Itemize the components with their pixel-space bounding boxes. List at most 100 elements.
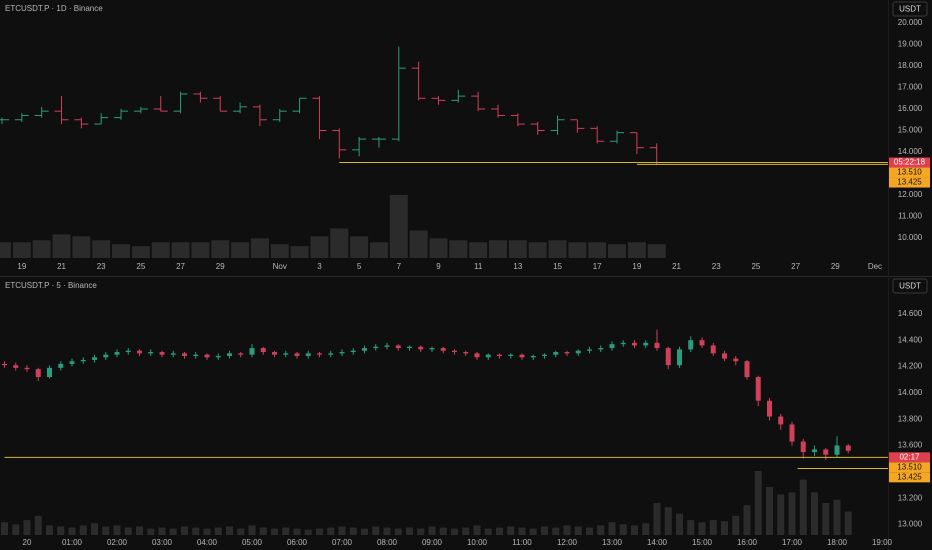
x-tick-label: 23 (712, 262, 721, 271)
candle-body (35, 369, 41, 378)
volume-bar (250, 238, 269, 258)
candle-body (249, 348, 255, 355)
candle-body (373, 346, 379, 349)
currency-label[interactable]: USDT (899, 282, 921, 291)
x-tick-label: 23 (97, 262, 106, 271)
x-tick-label: 13 (513, 262, 522, 271)
volume-bar (214, 527, 222, 535)
volume-bar (588, 242, 607, 258)
volume-bar (484, 528, 492, 535)
countdown-label: 02:17 (899, 452, 920, 461)
candle-body (395, 345, 401, 349)
volume-bar (417, 528, 425, 535)
price-tag (889, 177, 930, 188)
candle-body (47, 367, 52, 378)
volume-bar (449, 240, 468, 258)
candle-body (440, 348, 446, 351)
volume-bar (698, 522, 706, 535)
candle-body (643, 342, 649, 346)
candle-body (170, 353, 176, 355)
candle-body (812, 449, 817, 453)
x-tick-label: 20 (23, 538, 32, 547)
x-tick-label: 02:00 (107, 538, 128, 547)
volume-bar (406, 527, 413, 535)
volume-bar (428, 526, 436, 535)
volume-bar (799, 479, 807, 535)
candle-body (485, 354, 491, 358)
candle-body (474, 353, 480, 358)
volume-bar (327, 527, 335, 535)
volume-bar (548, 240, 567, 258)
volume-bar (664, 507, 672, 535)
volume-bar (147, 528, 155, 535)
x-tick-label: 16:00 (737, 538, 758, 547)
x-tick-label: 15:00 (692, 538, 713, 547)
volume-bar (811, 492, 818, 535)
candle-body (452, 350, 457, 353)
x-tick-label: 17:00 (782, 538, 803, 547)
candle-body (519, 354, 525, 358)
candle-body (159, 352, 165, 355)
candle-body (362, 348, 367, 351)
x-tick-label: 15 (553, 262, 562, 271)
volume-bar (310, 236, 329, 258)
x-tick-label: 03:00 (152, 538, 173, 547)
candle-body (429, 348, 435, 350)
candle-body (272, 352, 277, 355)
y-tick-label: 14.400 (898, 335, 923, 344)
volume-bar (508, 240, 527, 258)
candle-body (69, 361, 75, 364)
x-tick-label: 29 (216, 262, 225, 271)
candle-body (13, 365, 19, 368)
x-tick-label: 27 (176, 262, 185, 271)
candle-body (609, 344, 615, 349)
volume-bar (496, 527, 503, 535)
candle-body (564, 352, 570, 354)
candle-body (778, 416, 784, 425)
volume-bar (383, 527, 391, 535)
candle-body (767, 400, 772, 417)
volume-bar (529, 528, 537, 535)
volume-bar (518, 527, 526, 535)
x-tick-label: 05:00 (242, 538, 263, 547)
candle-body (699, 340, 705, 346)
symbol-title: ETCUSDT.P · 1D · Binance (5, 4, 103, 13)
volume-bar (102, 526, 110, 535)
volume-bar (732, 515, 740, 535)
candle-body (125, 350, 131, 353)
y-tick-label: 14.200 (898, 362, 923, 371)
volume-bar (23, 520, 31, 535)
candle-body (497, 354, 502, 356)
volume-bar (330, 228, 349, 258)
x-tick-label: 14:00 (647, 538, 668, 547)
x-tick-label: Nov (273, 262, 287, 271)
candle-body (508, 354, 514, 356)
currency-button[interactable] (892, 1, 928, 17)
candle-body (598, 348, 604, 350)
x-tick-label: 19 (632, 262, 641, 271)
x-tick-label: 19:00 (872, 538, 893, 547)
volume-bar (1, 522, 8, 535)
x-tick-label: 29 (831, 262, 840, 271)
volume-bar (12, 524, 20, 535)
volume-bar (394, 528, 402, 535)
candle-body (530, 355, 536, 358)
volume-bar (0, 242, 11, 258)
volume-bar (372, 526, 380, 535)
volume-bar (158, 527, 166, 535)
volume-bar (237, 528, 245, 535)
currency-button[interactable] (892, 278, 928, 294)
volume-bar (687, 520, 695, 535)
candle-body (283, 353, 289, 355)
x-tick-label: 17 (593, 262, 602, 271)
volume-bar (270, 244, 289, 258)
countdown-label: 05:22:18 (894, 158, 926, 167)
y-tick-label: 14.600 (898, 309, 923, 318)
candle-body (2, 363, 7, 366)
candle-body (755, 377, 761, 401)
volume-bar (469, 242, 488, 258)
volume-bar (709, 520, 717, 535)
volume-bar (91, 523, 98, 535)
candle-body (407, 346, 412, 349)
currency-label[interactable]: USDT (899, 5, 921, 14)
